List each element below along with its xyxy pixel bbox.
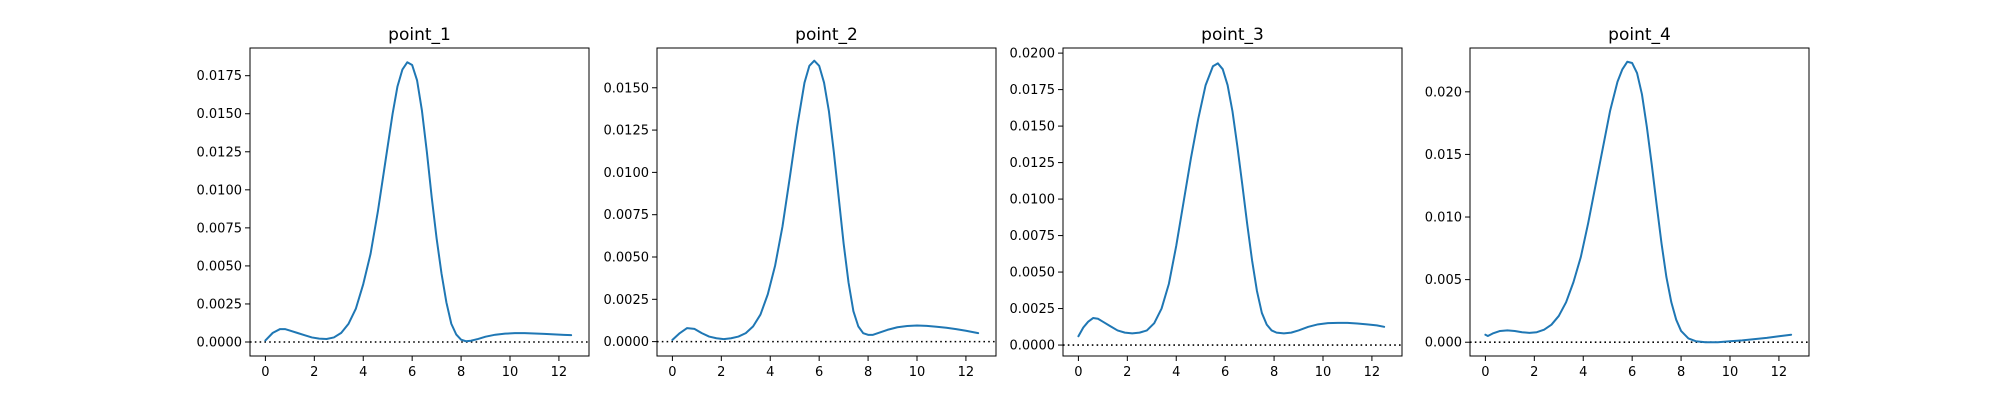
subplot-title: point_1: [388, 25, 451, 45]
x-tick-label: 2: [1530, 365, 1538, 380]
subplot-2: point_2 0 2 4 6 8 10 12 0.0000 0.0025 0.0050 0.0075…: [604, 25, 997, 380]
x-tick-label: 4: [1172, 365, 1180, 380]
x-tick-label: 0: [261, 365, 269, 380]
y-tick-label: 0.0200: [1010, 47, 1056, 62]
x-tick-label: 6: [1628, 365, 1636, 380]
x-tick-label: 4: [766, 365, 774, 380]
series-line: [1484, 60, 1793, 344]
axes-frame: [1062, 47, 1403, 357]
y-tick-label: 0.0075: [197, 221, 243, 236]
y-tick-label: 0.0000: [1010, 339, 1056, 354]
x-tick-label: 8: [1677, 365, 1685, 380]
x-tick-label: 12: [1364, 365, 1381, 380]
x-tick-label: 0: [668, 365, 676, 380]
x-tick-label: 10: [1315, 365, 1332, 380]
x-tick-label: 6: [1221, 365, 1229, 380]
x-tick-label: 10: [909, 365, 926, 380]
x-tick-label: 0: [1074, 365, 1082, 380]
y-tick-label: 0.0100: [197, 183, 243, 198]
subplot-title: point_3: [1201, 25, 1264, 45]
y-tick-label: 0.010: [1425, 211, 1462, 226]
x-tick-label: 4: [359, 365, 367, 380]
y-tick-label: 0.0050: [604, 251, 650, 266]
y-tick-label: 0.0150: [197, 107, 243, 122]
x-tick-label: 8: [457, 365, 465, 380]
y-tick-label: 0.0050: [1010, 266, 1056, 281]
y-tick-label: 0.0125: [1010, 156, 1056, 171]
subplot-1: point_1 0 2 4 6 8 10 12 0.0000 0.0025 0.0050 0.0075…: [197, 25, 590, 380]
y-tick-label: 0.0025: [1010, 302, 1056, 317]
x-tick-label: 4: [1579, 365, 1587, 380]
y-tick-label: 0.0125: [604, 124, 650, 139]
y-tick-label: 0.0125: [197, 145, 243, 160]
x-tick-label: 12: [551, 365, 568, 380]
y-tick-label: 0.0175: [197, 69, 243, 84]
y-tick-label: 0.0000: [197, 336, 243, 351]
y-tick-label: 0.0050: [197, 259, 243, 274]
series-line: [1077, 62, 1386, 338]
x-tick-label: 8: [1270, 365, 1278, 380]
y-tick-label: 0.0075: [1010, 229, 1056, 244]
subplot-title: point_2: [795, 25, 858, 45]
y-tick-label: 0.0000: [604, 335, 650, 350]
x-tick-label: 6: [815, 365, 823, 380]
x-tick-label: 8: [864, 365, 872, 380]
x-tick-label: 12: [958, 365, 975, 380]
y-tick-label: 0.020: [1425, 85, 1462, 100]
y-tick-label: 0.0150: [604, 81, 650, 96]
subplot-4: point_4 0 2 4 6 8 10 12 0.000 0.005 0.010 0.015 0.02…: [1425, 25, 1810, 380]
x-tick-label: 2: [717, 365, 725, 380]
x-tick-label: 2: [1123, 365, 1131, 380]
y-tick-label: 0.000: [1425, 336, 1462, 351]
axes-frame: [656, 47, 997, 357]
subplot-3: point_3 0 2 4 6 8 10 12 0.0000 0.0025 0.0050 0.0075…: [1010, 25, 1403, 380]
y-tick-label: 0.0025: [604, 293, 650, 308]
subplot-title: point_4: [1608, 25, 1671, 45]
y-tick-label: 0.005: [1425, 273, 1462, 288]
axes-frame: [249, 47, 590, 357]
x-tick-label: 2: [310, 365, 318, 380]
y-tick-label: 0.0175: [1010, 83, 1056, 98]
x-tick-label: 6: [408, 365, 416, 380]
x-tick-label: 10: [1722, 365, 1739, 380]
y-tick-label: 0.0150: [1010, 120, 1056, 135]
x-tick-label: 10: [502, 365, 519, 380]
x-tick-label: 12: [1771, 365, 1788, 380]
series-line: [671, 59, 980, 341]
y-tick-label: 0.015: [1425, 148, 1462, 163]
y-tick-label: 0.0100: [1010, 193, 1056, 208]
axes-frame: [1469, 47, 1810, 357]
series-line: [264, 61, 573, 343]
y-tick-label: 0.0025: [197, 297, 243, 312]
y-tick-label: 0.0100: [604, 166, 650, 181]
x-tick-label: 0: [1481, 365, 1489, 380]
y-tick-label: 0.0075: [604, 208, 650, 223]
